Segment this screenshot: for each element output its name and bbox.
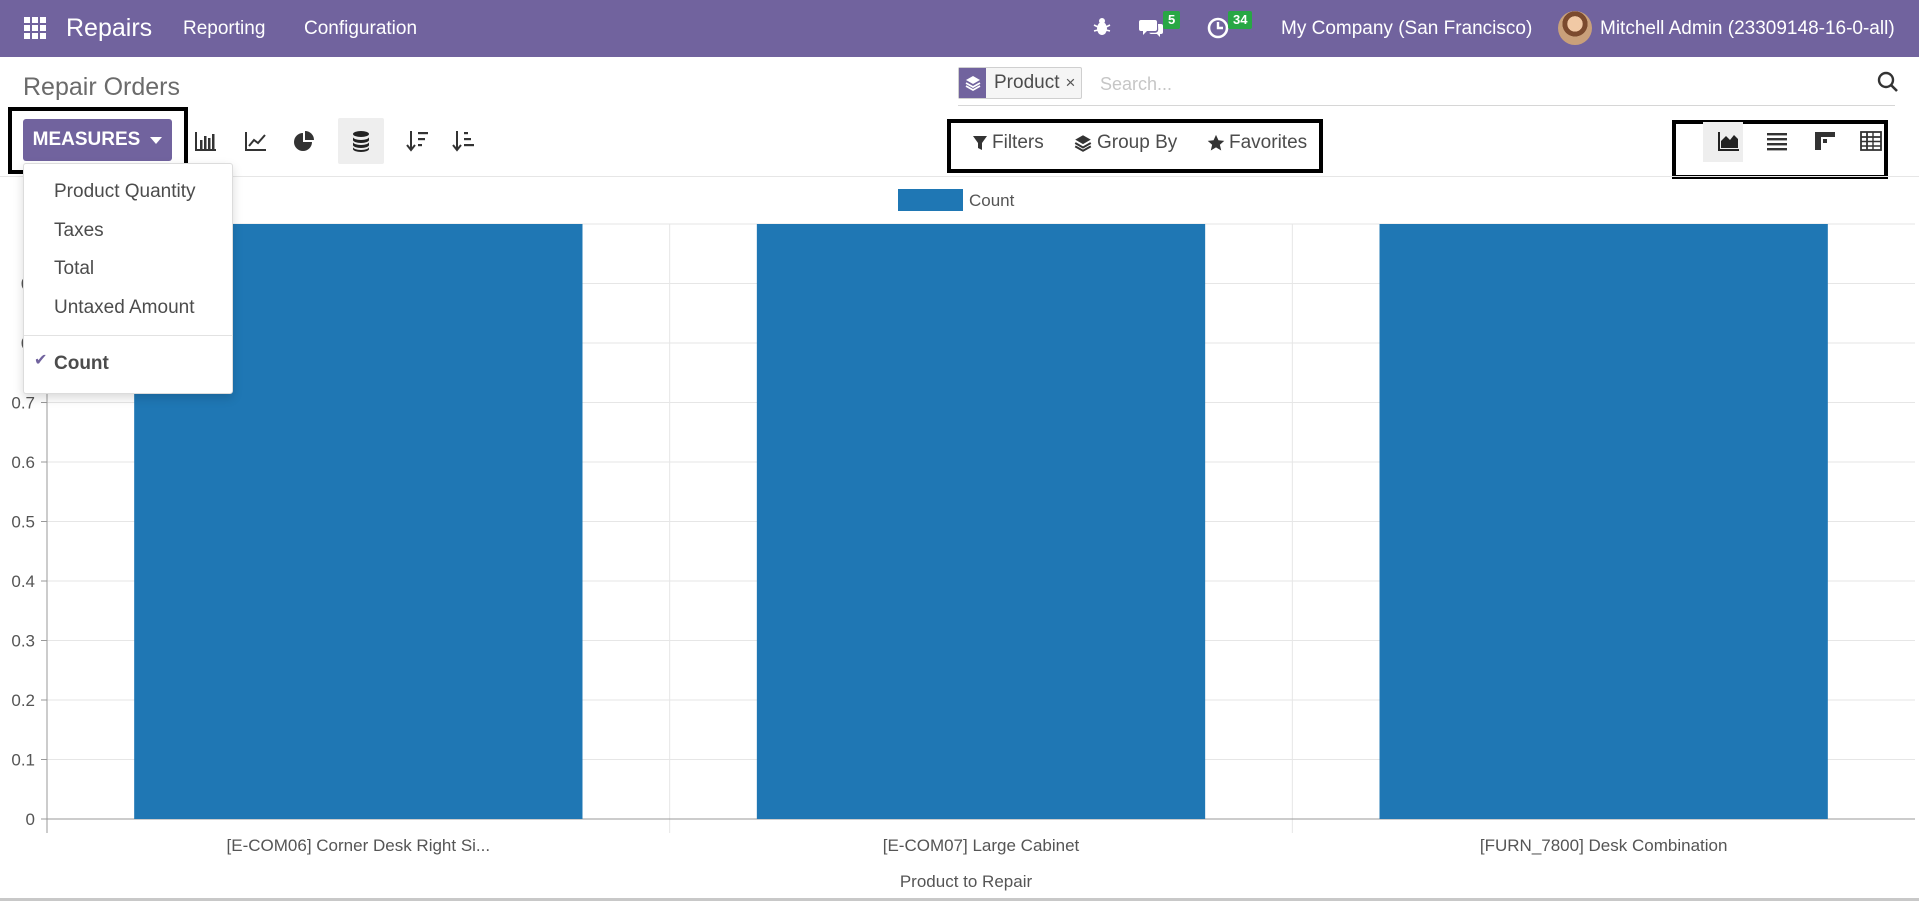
bar [756, 224, 1206, 819]
sort-ascending-icon[interactable] [451, 128, 477, 154]
clock-icon[interactable] [1207, 17, 1229, 39]
search-bar: Product × [958, 67, 1895, 106]
apps-menu-icon[interactable] [24, 17, 46, 39]
legend-label: Count [969, 191, 1015, 210]
database-icon[interactable] [348, 128, 374, 154]
y-tick-label: 0.2 [11, 691, 35, 710]
filter-icon [973, 136, 987, 150]
legend-swatch [898, 189, 963, 211]
cohort-view-icon[interactable] [1812, 128, 1838, 154]
bar-chart-icon[interactable] [193, 128, 219, 154]
control-panel-divider [0, 176, 1919, 177]
x-tick-label: [FURN_7800] Desk Combination [1480, 836, 1728, 855]
chat-icon[interactable] [1139, 17, 1165, 39]
menu-configuration[interactable]: Configuration [304, 18, 418, 39]
layers-icon [1074, 135, 1092, 152]
search-icon[interactable] [1876, 70, 1900, 94]
measure-count[interactable]: Count [54, 353, 109, 374]
search-input[interactable] [1098, 69, 1702, 99]
y-tick-label: 0 [26, 810, 35, 829]
y-tick-label: 0.3 [11, 632, 35, 651]
x-axis-label: Product to Repair [900, 872, 1033, 891]
measures-button[interactable]: MEASURES [23, 119, 172, 161]
y-tick-label: 0.7 [11, 394, 35, 413]
groupby-label: Group By [1097, 132, 1178, 153]
y-tick-label: 0.6 [11, 453, 35, 472]
caret-down-icon [150, 136, 163, 144]
pivot-table-icon[interactable] [1858, 128, 1884, 154]
bar-chart: 00.10.20.30.40.50.60.70.0.[E-COM06] Corn… [11, 189, 1915, 891]
search-facet-label: Product [994, 72, 1060, 93]
search-facet: Product × [958, 67, 1083, 99]
star-icon [1207, 134, 1225, 151]
groupby-button[interactable]: Group By [1073, 128, 1177, 158]
user-menu[interactable]: Mitchell Admin (23309148-16-0-all) [1600, 18, 1895, 39]
y-tick-label: 0.1 [11, 751, 35, 770]
messages-badge: 5 [1163, 11, 1181, 29]
x-tick-label: [E-COM06] Corner Desk Right Si... [227, 836, 491, 855]
app-brand[interactable]: Repairs [66, 14, 153, 42]
measure-total[interactable]: Total [54, 258, 95, 279]
measure-product-quantity[interactable]: Product Quantity [54, 181, 196, 202]
user-avatar[interactable] [1558, 11, 1592, 45]
list-view-icon[interactable] [1764, 128, 1790, 154]
filters-button[interactable]: Filters [972, 128, 1044, 158]
activities-badge: 34 [1228, 11, 1253, 29]
filters-label: Filters [992, 132, 1044, 153]
check-icon: ✔ [34, 352, 48, 369]
bug-icon[interactable] [1092, 17, 1112, 37]
sort-descending-icon[interactable] [405, 128, 431, 154]
favorites-button[interactable]: Favorites [1207, 128, 1307, 158]
measure-untaxed-amount[interactable]: Untaxed Amount [54, 297, 195, 318]
view-switcher-highlight [1672, 120, 1888, 179]
bar [1379, 224, 1828, 819]
x-tick-label: [E-COM07] Large Cabinet [883, 836, 1080, 855]
menu-reporting[interactable]: Reporting [183, 18, 266, 39]
pie-chart-icon[interactable] [291, 128, 317, 154]
y-tick-label: 0.4 [11, 572, 35, 591]
facet-remove-icon[interactable]: × [1065, 73, 1076, 92]
top-navbar: Repairs Reporting Configuration 5 34 My … [0, 0, 1919, 57]
dropdown-divider [24, 335, 232, 336]
favorites-label: Favorites [1229, 132, 1308, 153]
bottom-border [0, 898, 1919, 901]
search-options-highlight [947, 119, 1323, 173]
y-tick-label: 0.5 [11, 513, 35, 532]
company-switcher[interactable]: My Company (San Francisco) [1281, 18, 1533, 39]
layers-icon [959, 68, 986, 98]
measures-dropdown: Product Quantity Taxes Total Untaxed Amo… [23, 163, 233, 394]
measure-taxes[interactable]: Taxes [54, 220, 104, 241]
measures-button-label: MEASURES [32, 129, 141, 150]
page-title: Repair Orders [23, 73, 180, 101]
line-chart-icon[interactable] [243, 128, 269, 154]
area-chart-icon[interactable] [1716, 128, 1742, 154]
